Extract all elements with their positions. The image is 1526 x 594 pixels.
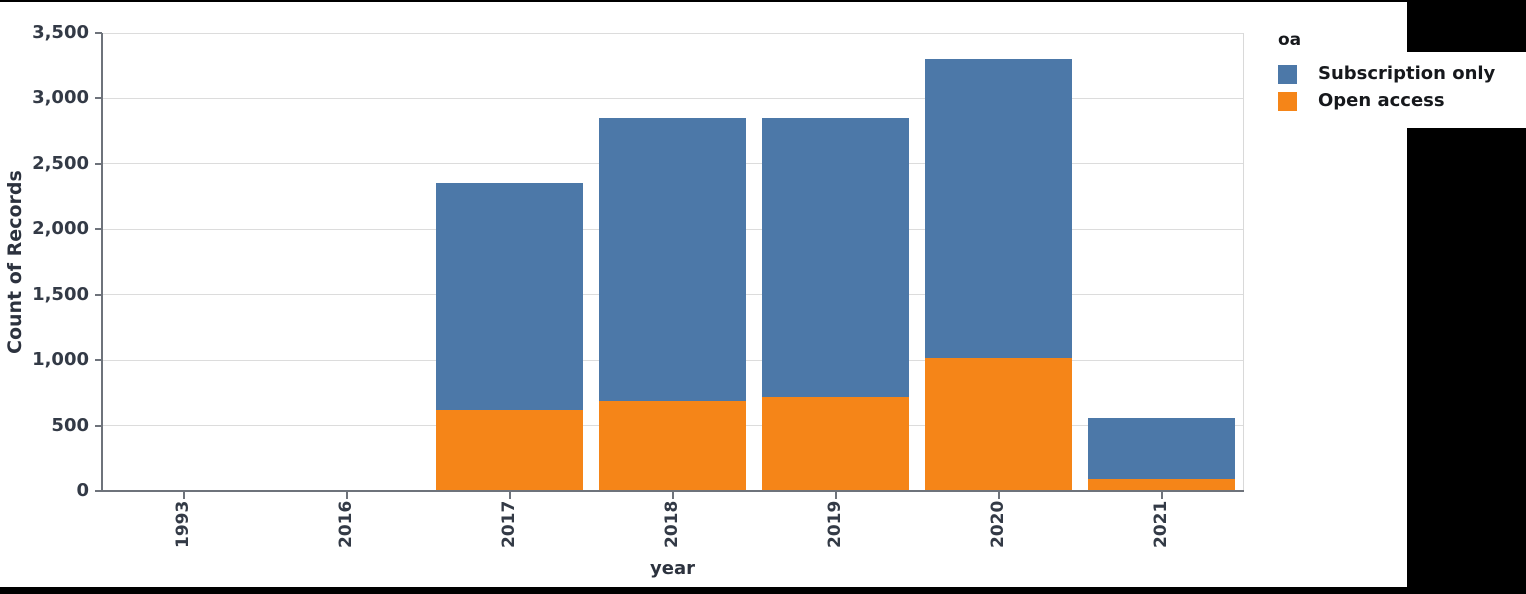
y-tick-label: 1,500	[32, 283, 89, 305]
x-tick-label: 2016	[335, 500, 356, 548]
frame-bottom-bar	[0, 587, 1526, 594]
y-tick	[95, 490, 102, 492]
x-axis-line	[101, 490, 1244, 492]
y-tick	[95, 359, 102, 362]
bar-segment-subscription-only-2018	[599, 118, 746, 401]
x-tick-label: 2019	[824, 500, 845, 548]
y-axis-line	[101, 33, 103, 492]
bar-segment-open-access-2020	[925, 357, 1072, 491]
bar-segment-subscription-only-2021	[1088, 417, 1235, 480]
y-tick-label: 2,000	[32, 218, 89, 240]
legend-swatch-subscription-only	[1278, 64, 1297, 84]
y-tick-label: 3,500	[32, 22, 89, 43]
bar-segment-subscription-only-2019	[762, 118, 909, 397]
y-tick	[95, 293, 102, 296]
legend-title: oa	[1278, 30, 1302, 50]
plot-right-border	[1243, 33, 1244, 491]
bar-segment-subscription-only-2020	[925, 59, 1072, 358]
y-tick	[95, 424, 102, 427]
y-tick-label: 3,000	[32, 87, 89, 109]
y-tick-label: 2,500	[32, 152, 89, 174]
x-tick-label: 2017	[498, 500, 519, 548]
x-tick	[182, 492, 185, 499]
bar-segment-open-access-2017	[436, 409, 583, 491]
y-tick-label: 1,000	[32, 349, 89, 371]
x-tick	[997, 492, 1000, 499]
x-tick	[834, 492, 837, 499]
frame-right-top-block	[1407, 0, 1526, 52]
legend-entry-subscription-only: Subscription only	[1278, 64, 1495, 84]
legend-entry-open-access: Open access	[1278, 91, 1445, 111]
frame-right-bottom-block	[1407, 128, 1526, 594]
x-tick-label: 1993	[172, 500, 193, 548]
x-axis-title: year	[650, 558, 695, 579]
bar-segment-open-access-2019	[762, 396, 909, 491]
y-tick-label: 0	[76, 480, 89, 501]
y-tick	[95, 97, 102, 100]
y-tick	[95, 32, 102, 34]
x-tick	[671, 492, 674, 499]
y-tick-label: 500	[51, 414, 89, 436]
x-tick	[1160, 492, 1163, 499]
legend-label-open-access: Open access	[1318, 90, 1445, 111]
frame-top-border	[0, 0, 1526, 2]
y-tick	[95, 162, 102, 165]
x-tick	[345, 492, 348, 499]
bar-segment-subscription-only-2017	[436, 183, 583, 410]
y-tick	[95, 228, 102, 231]
x-tick-label: 2021	[1150, 500, 1171, 548]
x-tick-label: 2018	[661, 500, 682, 548]
bar-segment-open-access-2021	[1088, 479, 1235, 491]
legend-swatch-open-access	[1278, 91, 1297, 111]
bar-segment-open-access-2018	[599, 400, 746, 491]
x-tick-label: 2020	[987, 500, 1008, 548]
gridline	[102, 97, 1243, 99]
legend-label-subscription-only: Subscription only	[1318, 63, 1496, 84]
x-tick	[508, 492, 511, 499]
gridline	[102, 32, 1243, 34]
